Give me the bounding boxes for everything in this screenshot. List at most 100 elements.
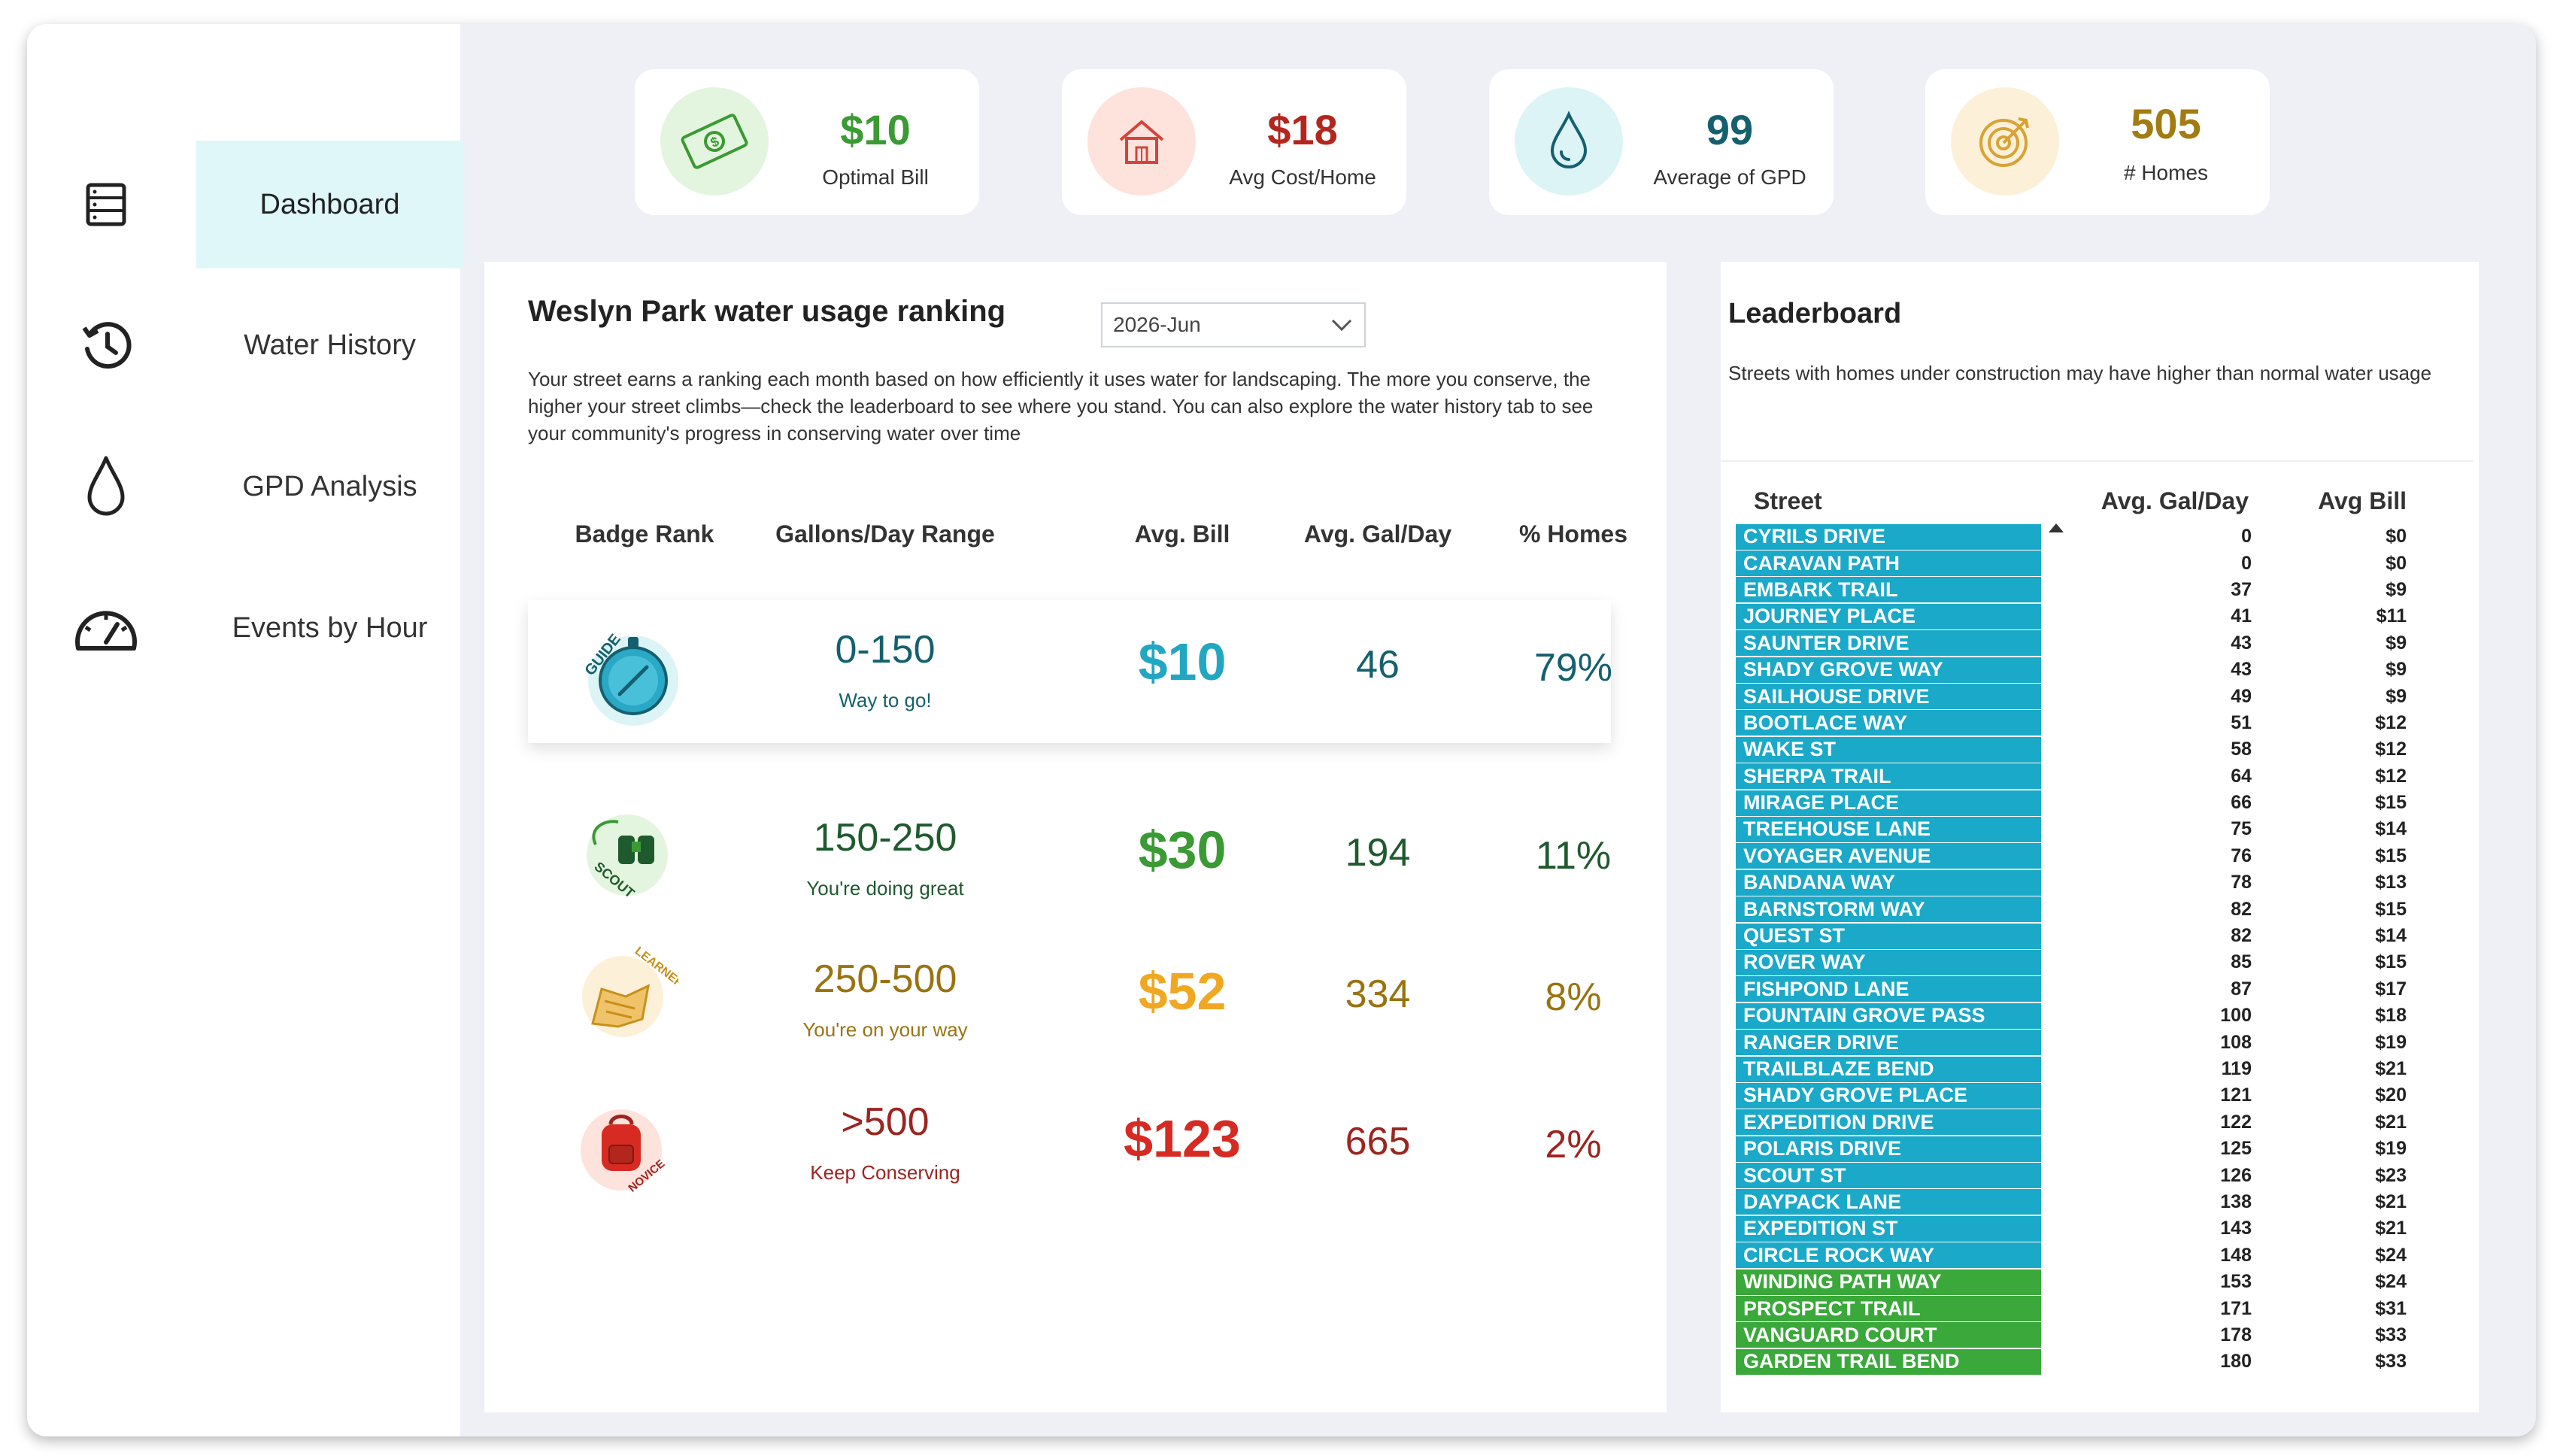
nav-label: GPD Analysis: [242, 470, 417, 502]
table-row[interactable]: FOUNTAIN GROVE PASS 100 $18: [1736, 1003, 2473, 1029]
table-row[interactable]: WINDING PATH WAY 153 $24: [1736, 1269, 2473, 1295]
table-row[interactable]: DAYPACK LANE 138 $21: [1736, 1189, 2473, 1215]
street-cell: PROSPECT TRAIL: [1736, 1296, 2041, 1322]
table-row[interactable]: GARDEN TRAIL BEND 180 $33: [1736, 1348, 2473, 1375]
bill-cell: $23: [2375, 1164, 2407, 1186]
table-row[interactable]: RANGER DRIVE 108 $19: [1736, 1029, 2473, 1056]
database-icon: [65, 163, 147, 246]
avg-bill-value: $123: [1124, 1109, 1241, 1168]
sort-ascending-icon[interactable]: [2049, 523, 2064, 532]
table-row[interactable]: VOYAGER AVENUE 76 $15: [1736, 843, 2473, 869]
gal-cell: 75: [2231, 818, 2252, 840]
street-cell: VOYAGER AVENUE: [1736, 843, 2041, 869]
street-cell: BARNSTORM WAY: [1736, 896, 2041, 923]
table-row[interactable]: SCOUT ST 126 $23: [1736, 1162, 2473, 1189]
range-value: 150-250: [813, 816, 957, 860]
bill-cell: $15: [2375, 898, 2407, 920]
table-row[interactable]: FISHPOND LANE 87 $17: [1736, 976, 2473, 1003]
month-dropdown[interactable]: 2026-Jun: [1101, 302, 1366, 347]
kpi-value: 505: [2131, 100, 2201, 147]
table-row[interactable]: VANGUARD COURT 178 $33: [1736, 1322, 2473, 1348]
street-cell: EXPEDITION DRIVE: [1736, 1109, 2041, 1136]
column-header-street[interactable]: Street: [1754, 487, 1822, 514]
table-row[interactable]: CIRCLE ROCK WAY 148 $24: [1736, 1242, 2473, 1269]
street-cell: EMBARK TRAIL: [1736, 577, 2041, 603]
street-cell: SAUNTER DRIVE: [1736, 630, 2041, 657]
table-row[interactable]: SAILHOUSE DRIVE 49 $9: [1736, 683, 2473, 710]
nav-item-water-history[interactable]: Water History: [65, 281, 456, 409]
table-row[interactable]: TREEHOUSE LANE 75 $14: [1736, 816, 2473, 842]
gal-cell: 180: [2220, 1351, 2252, 1373]
street-cell: SCOUT ST: [1736, 1163, 2041, 1189]
table-row[interactable]: BARNSTORM WAY 82 $15: [1736, 896, 2473, 923]
street-cell: SHADY GROVE PLACE: [1736, 1082, 2041, 1109]
nav-item-gpd-analysis[interactable]: GPD Analysis: [65, 423, 456, 551]
table-row[interactable]: EXPEDITION ST 143 $21: [1736, 1215, 2473, 1242]
table-row[interactable]: ROVER WAY 85 $15: [1736, 949, 2473, 975]
table-row[interactable]: SHADY GROVE PLACE 121 $20: [1736, 1082, 2473, 1109]
street-cell: TREEHOUSE LANE: [1736, 816, 2041, 842]
avg-gal-value: 194: [1345, 831, 1411, 875]
table-row[interactable]: POLARIS DRIVE 125 $19: [1736, 1136, 2473, 1162]
table-row[interactable]: CARAVAN PATH 0 $0: [1736, 550, 2473, 577]
gal-cell: 138: [2220, 1191, 2252, 1212]
table-row[interactable]: SAUNTER DRIVE 43 $9: [1736, 630, 2473, 657]
table-row[interactable]: SHADY GROVE WAY 43 $9: [1736, 657, 2473, 683]
bill-cell: $21: [2375, 1058, 2407, 1079]
column-header-pct-homes: % Homes: [1518, 520, 1628, 548]
backpack-icon: NOVICE: [558, 1091, 678, 1212]
gal-cell: 126: [2220, 1164, 2252, 1186]
bill-cell: $19: [2375, 1138, 2407, 1160]
table-row[interactable]: QUEST ST 82 $14: [1736, 923, 2473, 949]
table-row[interactable]: EMBARK TRAIL 37 $9: [1736, 577, 2473, 603]
gal-cell: 78: [2231, 872, 2252, 893]
street-cell: GARDEN TRAIL BEND: [1736, 1348, 2041, 1375]
street-cell: WAKE ST: [1736, 736, 2041, 763]
column-header-avg-bill: Avg. Bill: [1134, 520, 1230, 548]
kpi-label: Average of GPD: [1653, 165, 1806, 189]
table-row[interactable]: JOURNEY PLACE 41 $11: [1736, 603, 2473, 629]
gal-cell: 121: [2220, 1084, 2252, 1106]
pct-homes-value: 79%: [1533, 646, 1613, 690]
bill-cell: $12: [2375, 739, 2407, 760]
gal-cell: 64: [2231, 765, 2252, 787]
nav-item-dashboard[interactable]: Dashboard: [65, 141, 463, 268]
kpi-card-average-gpd: 99 Average of GPD: [1489, 69, 1834, 215]
avg-gal-value: 46: [1356, 643, 1400, 687]
gal-cell: 37: [2231, 578, 2252, 600]
table-row[interactable]: MIRAGE PLACE 66 $15: [1736, 790, 2473, 816]
column-header-avg-gal-day[interactable]: Avg. Gal/Day: [2101, 487, 2249, 514]
table-row[interactable]: WAKE ST 58 $12: [1736, 736, 2473, 763]
water-drop-icon: [1515, 87, 1623, 196]
chevron-down-icon: [1331, 319, 1352, 332]
rank-row-learner: LEARNER 250-500 You're on your way $52 3…: [528, 930, 1611, 1072]
table-row[interactable]: BOOTLACE WAY 51 $12: [1736, 710, 2473, 736]
table-row[interactable]: EXPEDITION DRIVE 122 $21: [1736, 1109, 2473, 1136]
avg-bill-value: $52: [1138, 962, 1227, 1021]
kpi-label: # Homes: [2123, 161, 2209, 184]
bill-cell: $0: [2386, 552, 2407, 574]
bill-cell: $20: [2375, 1084, 2407, 1106]
avg-gal-value: 665: [1345, 1120, 1411, 1163]
bill-cell: $13: [2375, 872, 2407, 893]
money-icon: $: [660, 87, 769, 196]
gal-cell: 82: [2231, 898, 2252, 920]
street-cell: VANGUARD COURT: [1736, 1322, 2041, 1348]
street-cell: JOURNEY PLACE: [1736, 603, 2041, 629]
table-row[interactable]: CYRILS DRIVE 0 $0: [1736, 523, 2473, 550]
table-row[interactable]: BANDANA WAY 78 $13: [1736, 869, 2473, 896]
bill-cell: $19: [2375, 1031, 2407, 1053]
bill-cell: $12: [2375, 711, 2407, 733]
sidebar: Dashboard Water History GPD Analysis Eve…: [27, 24, 463, 1436]
gal-cell: 87: [2231, 978, 2252, 999]
table-row[interactable]: SHERPA TRAIL 64 $12: [1736, 763, 2473, 790]
bill-cell: $14: [2375, 925, 2407, 947]
gal-cell: 85: [2231, 951, 2252, 973]
gal-cell: 153: [2220, 1271, 2252, 1293]
column-header-avg-bill[interactable]: Avg Bill: [2318, 487, 2407, 514]
table-row[interactable]: PROSPECT TRAIL 171 $31: [1736, 1295, 2473, 1322]
table-row[interactable]: TRAILBLAZE BEND 119 $21: [1736, 1056, 2473, 1082]
nav-item-events-by-hour[interactable]: Events by Hour: [65, 564, 456, 692]
kpi-value: $10: [840, 106, 911, 153]
gal-cell: 143: [2220, 1218, 2252, 1239]
